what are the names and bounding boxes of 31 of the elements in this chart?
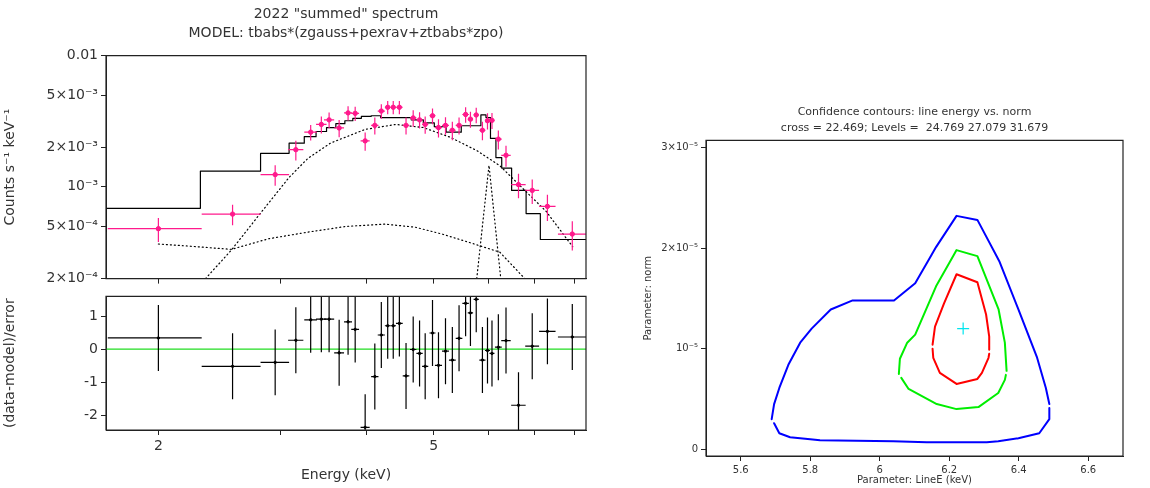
- y-tick-label: 2×10⁻⁴: [46, 269, 99, 286]
- x-tick-label: 6: [876, 463, 883, 475]
- y-tick-label: 1: [89, 306, 98, 323]
- y-axis-title: Parameter: norm: [641, 255, 653, 341]
- x-axis-title: Parameter: LineE (keV): [857, 473, 973, 485]
- y-tick-label: 3×10⁻⁵: [661, 141, 698, 153]
- y-tick-label: 0: [691, 442, 698, 454]
- y-tick-label: -1: [84, 372, 98, 389]
- chart-subtitle: MODEL: tbabs*(zgauss+pexrav+ztbabs*zpo): [188, 23, 504, 40]
- y-tick-label: 5×10⁻³: [46, 85, 98, 102]
- y-tick-label: 10⁻³: [67, 177, 98, 194]
- chart-title: 2022 "summed" spectrum: [253, 5, 439, 22]
- y-tick-label: -2: [84, 405, 98, 422]
- x-tick-label: 5.8: [802, 463, 819, 475]
- x-axis-title: Energy (keV): [300, 466, 392, 483]
- y-tick-label: 0.01: [66, 46, 98, 63]
- x-tick-label: 6.2: [941, 463, 958, 475]
- y-tick-label: 10⁻⁵: [675, 342, 698, 354]
- y-tick-label: 0: [89, 339, 98, 356]
- x-tick-label: 5.6: [732, 463, 749, 475]
- y-tick-label: 2×10⁻⁵: [661, 241, 698, 253]
- x-tick-label: 6.6: [1080, 463, 1097, 475]
- x-tick-label: 2: [153, 437, 163, 454]
- chart-title: Confidence contours: line energy vs. norm: [797, 105, 1032, 119]
- y-tick-label: 2×10⁻³: [46, 137, 98, 154]
- x-tick-label: 6.4: [1010, 463, 1027, 475]
- y-axis-title: (data-model)/error: [1, 298, 18, 429]
- y-axis-title: Counts s⁻¹ keV⁻¹: [1, 108, 18, 226]
- y-tick-label: 5×10⁻⁴: [46, 217, 99, 234]
- x-tick-label: 5: [429, 437, 439, 454]
- chart-subtitle: cross = 22.469; Levels = 24.769 27.079 31.679: [780, 120, 1049, 134]
